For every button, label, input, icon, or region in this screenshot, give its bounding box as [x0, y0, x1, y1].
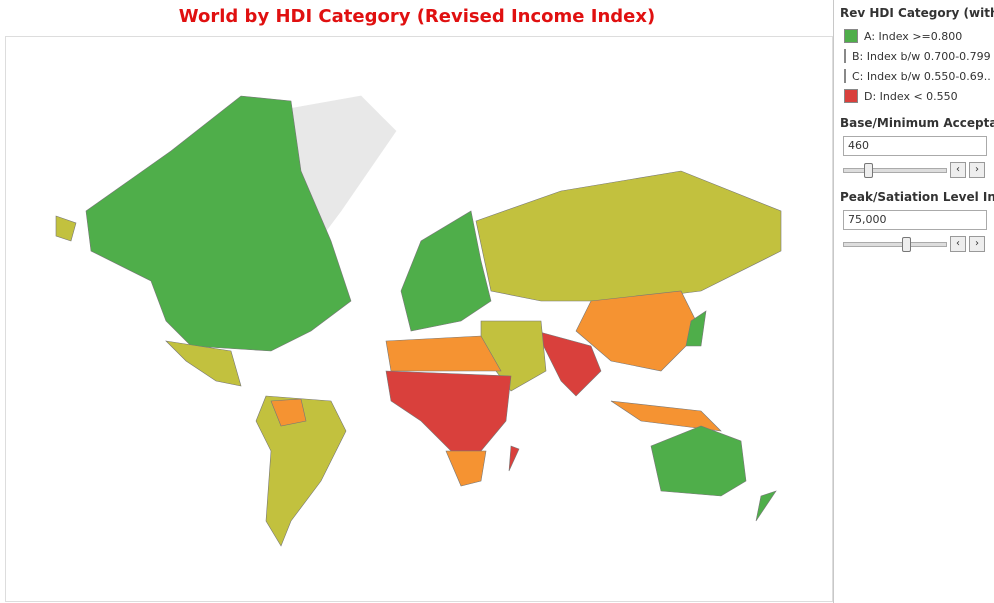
legend-item[interactable]: C: Index b/w 0.550-0.69..: [840, 66, 991, 86]
prev-button[interactable]: ‹: [950, 162, 966, 178]
legend-label: D: Index < 0.550: [864, 89, 958, 103]
world-map: [5, 36, 833, 602]
next-button[interactable]: ›: [969, 162, 985, 178]
legend-swatch: [844, 29, 858, 43]
next-button[interactable]: ›: [969, 236, 985, 252]
slider[interactable]: ‹ ›: [843, 236, 990, 252]
title: World by HDI Category (Revised Income In…: [178, 6, 656, 27]
prev-button[interactable]: ‹: [950, 236, 966, 252]
legend-item[interactable]: B: Index b/w 0.700-0.799: [840, 46, 991, 66]
legend-swatch: [844, 69, 846, 83]
parameter-label: Base/Minimum Acceptab..: [840, 116, 994, 130]
legend-item[interactable]: A: Index >=0.800: [840, 26, 990, 46]
map-panel: World by HDI Category (Revised Income In…: [5, 0, 834, 603]
legend-item[interactable]: D: Index < 0.550: [840, 86, 990, 106]
parameters: Base/Minimum Acceptab..460‹›Peak/Satiati…: [840, 116, 994, 252]
parameter-label: Peak/Satiation Level Inc..: [840, 190, 994, 204]
slider-track: [843, 162, 947, 178]
slider[interactable]: ‹ ›: [843, 162, 990, 178]
legend-swatch: [844, 89, 858, 103]
legend-label: C: Index b/w 0.550-0.69..: [852, 69, 991, 83]
legend-swatch: [844, 49, 846, 63]
slider-thumb[interactable]: [902, 236, 911, 252]
legend-title: Rev HDI Category (with ..: [840, 6, 994, 20]
parameter-input[interactable]: 460: [843, 136, 987, 156]
slider-track: [843, 236, 947, 252]
parameter-input[interactable]: 75,000: [843, 210, 987, 230]
side-panel: Rev HDI Category (with .. A: Index >=0.8…: [840, 6, 994, 264]
legend: A: Index >=0.800 B: Index b/w 0.700-0.799…: [840, 26, 991, 106]
legend-label: A: Index >=0.800: [864, 29, 963, 43]
legend-label: B: Index b/w 0.700-0.799: [852, 49, 991, 63]
slider-thumb[interactable]: [864, 162, 873, 178]
